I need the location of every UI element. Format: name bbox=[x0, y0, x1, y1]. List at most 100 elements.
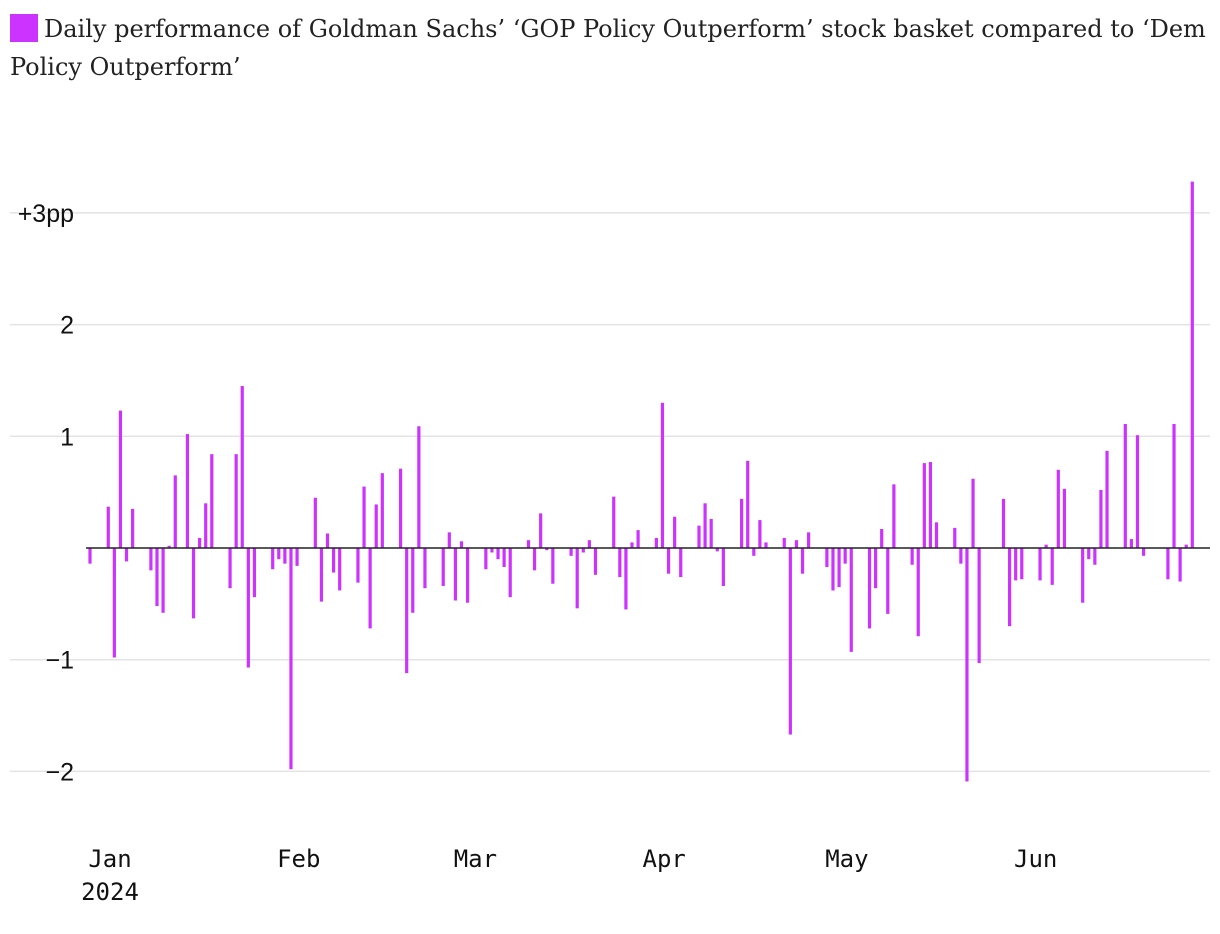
bar bbox=[453, 548, 457, 601]
bar bbox=[240, 386, 244, 548]
bar bbox=[1087, 548, 1091, 560]
bar bbox=[131, 508, 135, 548]
bar bbox=[118, 410, 123, 548]
bar bbox=[405, 548, 409, 674]
bar bbox=[277, 548, 281, 560]
bar bbox=[715, 548, 719, 552]
x-tick-label: Jan bbox=[88, 845, 131, 873]
bar bbox=[124, 548, 129, 562]
bar bbox=[417, 426, 421, 548]
bar bbox=[764, 542, 768, 548]
bar bbox=[965, 548, 969, 782]
bar bbox=[581, 548, 585, 553]
bar bbox=[1050, 548, 1054, 585]
bar bbox=[880, 529, 884, 548]
bar bbox=[1129, 539, 1133, 548]
bar bbox=[953, 527, 957, 548]
bar bbox=[800, 548, 805, 574]
bar bbox=[1007, 548, 1012, 627]
bar bbox=[1141, 548, 1146, 556]
y-tick-label: 1 bbox=[60, 423, 74, 451]
x-tick-label: Apr bbox=[643, 845, 686, 873]
bar bbox=[447, 532, 451, 548]
bar bbox=[398, 468, 403, 548]
bar bbox=[161, 548, 165, 613]
bar bbox=[843, 548, 847, 564]
y-axis-ticks: +3pp 2 1 −1 −2 bbox=[18, 200, 74, 787]
bar bbox=[892, 484, 896, 548]
bar bbox=[374, 504, 378, 548]
bar bbox=[971, 478, 975, 548]
bar bbox=[228, 548, 232, 589]
bar bbox=[1056, 469, 1060, 548]
x-tick-label: Mar bbox=[454, 845, 497, 873]
bar bbox=[849, 548, 853, 652]
bar bbox=[934, 522, 939, 548]
bar bbox=[569, 548, 573, 556]
bar bbox=[703, 503, 707, 548]
bar bbox=[660, 402, 665, 548]
bar bbox=[204, 503, 208, 548]
bar bbox=[624, 548, 628, 610]
chart-title-text: Daily performance of Goldman Sachs’ ‘GOP… bbox=[10, 15, 1206, 81]
bar bbox=[271, 548, 275, 570]
bar bbox=[587, 540, 591, 548]
bar bbox=[758, 520, 762, 548]
bar bbox=[1172, 424, 1176, 548]
bar bbox=[283, 548, 287, 564]
bar bbox=[630, 542, 634, 548]
bar bbox=[106, 506, 110, 548]
bar bbox=[356, 548, 360, 583]
y-tick-label: 2 bbox=[60, 312, 74, 340]
bar bbox=[167, 545, 171, 548]
bar bbox=[319, 548, 324, 602]
bar bbox=[173, 475, 177, 548]
bar bbox=[532, 548, 537, 571]
x-tick-sublabel: 2024 bbox=[81, 878, 139, 906]
bar bbox=[502, 548, 506, 567]
bar bbox=[1123, 424, 1127, 548]
bar bbox=[112, 548, 116, 658]
bar bbox=[1020, 548, 1024, 580]
bar bbox=[551, 548, 555, 584]
bar bbox=[721, 548, 725, 586]
x-axis-ticks: Jan 2024 Feb Mar Apr May Jun bbox=[81, 845, 1057, 906]
bar bbox=[545, 548, 549, 551]
bar bbox=[825, 548, 829, 567]
bar bbox=[709, 518, 713, 548]
bar bbox=[191, 548, 196, 619]
bar bbox=[636, 530, 640, 548]
bar bbox=[697, 525, 701, 548]
bar bbox=[246, 548, 250, 668]
bar bbox=[746, 460, 750, 548]
y-tick-label: −2 bbox=[45, 758, 74, 786]
bar bbox=[210, 454, 214, 548]
bar bbox=[807, 532, 811, 548]
bar bbox=[874, 548, 878, 589]
bar bbox=[198, 537, 202, 548]
bar bbox=[654, 537, 658, 548]
bar bbox=[465, 548, 470, 603]
bar bbox=[295, 548, 299, 566]
grid-layer bbox=[10, 212, 1210, 773]
bar bbox=[289, 548, 293, 770]
bar bbox=[886, 548, 890, 614]
bar bbox=[539, 513, 543, 548]
bar bbox=[837, 548, 841, 588]
bar bbox=[234, 454, 238, 548]
bar bbox=[313, 497, 317, 548]
bar bbox=[673, 516, 677, 548]
bar bbox=[593, 548, 598, 575]
bar bbox=[362, 486, 366, 548]
bar bbox=[325, 533, 330, 548]
bar bbox=[922, 463, 926, 548]
bar bbox=[1184, 544, 1188, 548]
bar bbox=[977, 548, 981, 664]
bar bbox=[1135, 435, 1140, 548]
bar bbox=[380, 473, 384, 548]
bar bbox=[1166, 548, 1170, 580]
bar bbox=[459, 541, 464, 548]
bar bbox=[185, 434, 190, 548]
bar bbox=[612, 496, 616, 548]
legend-swatch bbox=[10, 14, 38, 42]
